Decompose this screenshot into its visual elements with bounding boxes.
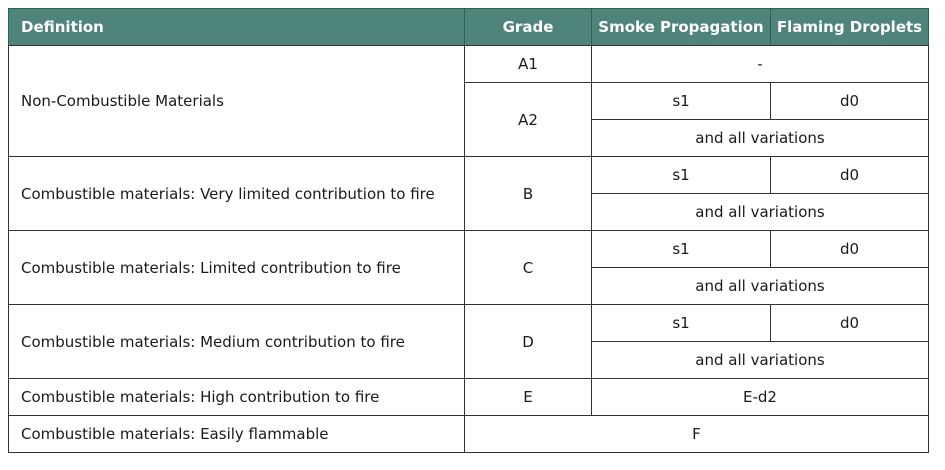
- table-row: A2 s1 d0: [9, 82, 929, 157]
- table-row: and all variations: [9, 119, 929, 157]
- grade-cell: D: [464, 304, 592, 379]
- droplets-cell: d0: [770, 82, 929, 120]
- header-grade: Grade: [464, 8, 592, 46]
- table-row: and all variations: [9, 193, 929, 231]
- table-row: Combustible materials: Limited contribut…: [8, 230, 929, 305]
- grade-cell: C: [464, 230, 592, 305]
- table-row: Combustible materials: Easily flammable …: [8, 415, 929, 453]
- table-row: and all variations: [9, 341, 929, 379]
- grade-cell: E: [464, 378, 592, 416]
- smoke-cell: s1: [591, 82, 771, 120]
- grade-cell: B: [464, 156, 592, 231]
- value-cell: E-d2: [591, 378, 929, 416]
- definition-cell: Combustible materials: Easily flammable: [8, 415, 465, 453]
- header-droplets: Flaming Droplets: [770, 8, 929, 46]
- grade-cell: F: [464, 415, 929, 453]
- droplets-cell: d0: [770, 156, 929, 194]
- droplets-cell: d0: [770, 230, 929, 268]
- variations-cell: and all variations: [591, 119, 929, 157]
- value-cell: -: [591, 45, 929, 83]
- table-row: Combustible materials: Very limited cont…: [8, 156, 929, 231]
- table-row: Combustible materials: High contribution…: [8, 378, 929, 416]
- header-definition: Definition: [8, 8, 465, 46]
- definition-cell: Combustible materials: Very limited cont…: [8, 156, 465, 231]
- table-row: Combustible materials: Medium contributi…: [8, 304, 929, 379]
- header-smoke: Smoke Propagation: [591, 8, 771, 46]
- smoke-cell: s1: [591, 230, 771, 268]
- variations-cell: and all variations: [591, 341, 929, 379]
- variations-cell: and all variations: [591, 193, 929, 231]
- smoke-cell: s1: [591, 156, 771, 194]
- variations-cell: and all variations: [591, 267, 929, 305]
- definition-cell: Combustible materials: Medium contributi…: [8, 304, 465, 379]
- grade-cell: A2: [464, 82, 592, 157]
- fire-classification-table: Definition Grade Smoke Propagation Flami…: [8, 8, 929, 453]
- smoke-cell: s1: [591, 304, 771, 342]
- table-row: Non-Combustible Materials A1 -: [8, 45, 929, 157]
- definition-cell: Non-Combustible Materials: [8, 45, 465, 157]
- droplets-cell: d0: [770, 304, 929, 342]
- definition-cell: Combustible materials: High contribution…: [8, 378, 465, 416]
- definition-cell: Combustible materials: Limited contribut…: [8, 230, 465, 305]
- table-row: and all variations: [9, 267, 929, 305]
- header-row: Definition Grade Smoke Propagation Flami…: [8, 8, 929, 46]
- grade-cell: A1: [464, 45, 592, 83]
